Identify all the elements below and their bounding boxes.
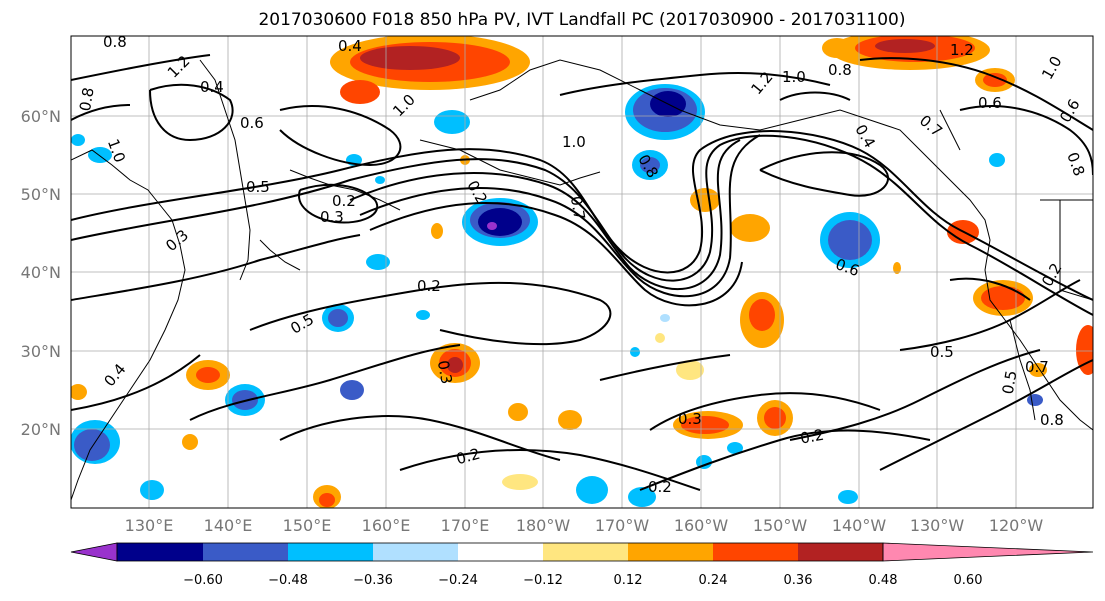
colorbar-tick-label: −0.48	[268, 573, 308, 588]
coastlines	[71, 59, 1093, 501]
contour-label: 0.2	[332, 192, 356, 210]
contour-label: 0.8	[103, 33, 127, 51]
colorbar-lower-extension	[70, 542, 118, 562]
colorbar-tick-label: −0.24	[438, 573, 478, 588]
colorbar-segment	[458, 543, 543, 561]
colorbar-segment	[713, 543, 798, 561]
colorbar-tick-label: 0.12	[614, 573, 643, 588]
contour-label: 0.7	[567, 195, 589, 222]
colorbar-upper-extension	[882, 542, 1094, 562]
colorbar-segment	[288, 543, 373, 561]
colorbar-tick-labels: −0.60 −0.48 −0.36 −0.24 −0.12 0.12 0.24 …	[183, 573, 982, 588]
contour-label: 0.8	[1040, 411, 1064, 429]
pv-shading	[71, 36, 1093, 508]
colorbar-tick-label: −0.60	[183, 573, 223, 588]
lon-label: 180°W	[516, 516, 571, 535]
colorbar-tick-label: 0.60	[954, 573, 983, 588]
lat-label: 30°N	[21, 342, 61, 361]
colorbar-tick-label: 0.48	[869, 573, 898, 588]
colorbar-tick-label: −0.36	[353, 573, 393, 588]
map-area: 0.8 0.4 1.2 0.6 1.0 0.8 1.0 0.5 0.2 0.3 …	[71, 33, 1093, 508]
lon-label: 150°E	[283, 516, 332, 535]
lon-label: 160°E	[362, 516, 411, 535]
contour-label: 0.3	[320, 208, 344, 226]
contour-label: 0.8	[76, 86, 98, 113]
latitude-labels: 60°N 50°N 40°N 30°N 20°N	[21, 107, 61, 439]
colorbar-tick-label: 0.24	[699, 573, 728, 588]
contour-label: 0.2	[454, 445, 482, 469]
colorbar-segment	[117, 543, 203, 561]
map-frame	[70, 35, 1094, 509]
lon-label: 130°W	[910, 516, 965, 535]
lon-label: 170°E	[441, 516, 490, 535]
contour-label: 0.5	[999, 369, 1021, 396]
contour-label: 0.4	[338, 37, 362, 55]
colorbar-segment	[798, 543, 883, 561]
lat-label: 20°N	[21, 420, 61, 439]
colorbar-segment	[628, 543, 713, 561]
map-title: 2017030600 F018 850 hPa PV, IVT Landfall…	[258, 10, 905, 30]
contour-label: 0.3	[434, 359, 456, 386]
positive-anomalies	[71, 36, 1093, 508]
contour-labels: 0.8 0.4 1.2 0.6 1.0 0.8 1.0 0.5 0.2 0.3 …	[76, 33, 1088, 496]
contour-label: 0.5	[246, 178, 270, 196]
lon-label: 160°W	[674, 516, 729, 535]
lat-label: 40°N	[21, 263, 61, 282]
pv-contours	[71, 54, 1093, 491]
negative-anomalies	[71, 84, 1043, 507]
contour-label: 0.4	[200, 78, 224, 96]
lon-label: 120°W	[989, 516, 1044, 535]
lon-label: 140°E	[204, 516, 253, 535]
contour-label: 0.5	[930, 343, 954, 361]
contour-label: 0.2	[417, 277, 441, 295]
longitude-labels: 130°E 140°E 150°E 160°E 170°E 180°W 170°…	[125, 516, 1044, 535]
contour-label: 0.3	[678, 410, 702, 428]
lon-label: 150°W	[753, 516, 808, 535]
colorbar-tick-label: 0.36	[784, 573, 813, 588]
contour-label: 0.6	[978, 94, 1002, 112]
colorbar-segment	[203, 543, 288, 561]
colorbar-segment	[543, 543, 628, 561]
lon-label: 140°W	[832, 516, 887, 535]
colorbar-segment	[373, 543, 458, 561]
lat-label: 60°N	[21, 107, 61, 126]
colorbar-tick-label: −0.12	[523, 573, 563, 588]
contour-label: 0.2	[799, 426, 826, 448]
contour-label: 0.8	[828, 61, 852, 79]
lat-label: 50°N	[21, 185, 61, 204]
colorbar: −0.60 −0.48 −0.36 −0.24 −0.12 0.12 0.24 …	[70, 542, 1094, 588]
contour-label: 1.0	[562, 133, 586, 151]
contour-label: 1.0	[782, 68, 806, 86]
contour-label: 0.6	[240, 114, 264, 132]
lon-label: 130°E	[125, 516, 174, 535]
lon-label: 170°W	[595, 516, 650, 535]
contour-label: 0.2	[648, 478, 672, 496]
contour-label: 1.2	[950, 41, 974, 59]
contour-label: 0.7	[1025, 358, 1049, 376]
colorbar-outline	[116, 542, 884, 562]
